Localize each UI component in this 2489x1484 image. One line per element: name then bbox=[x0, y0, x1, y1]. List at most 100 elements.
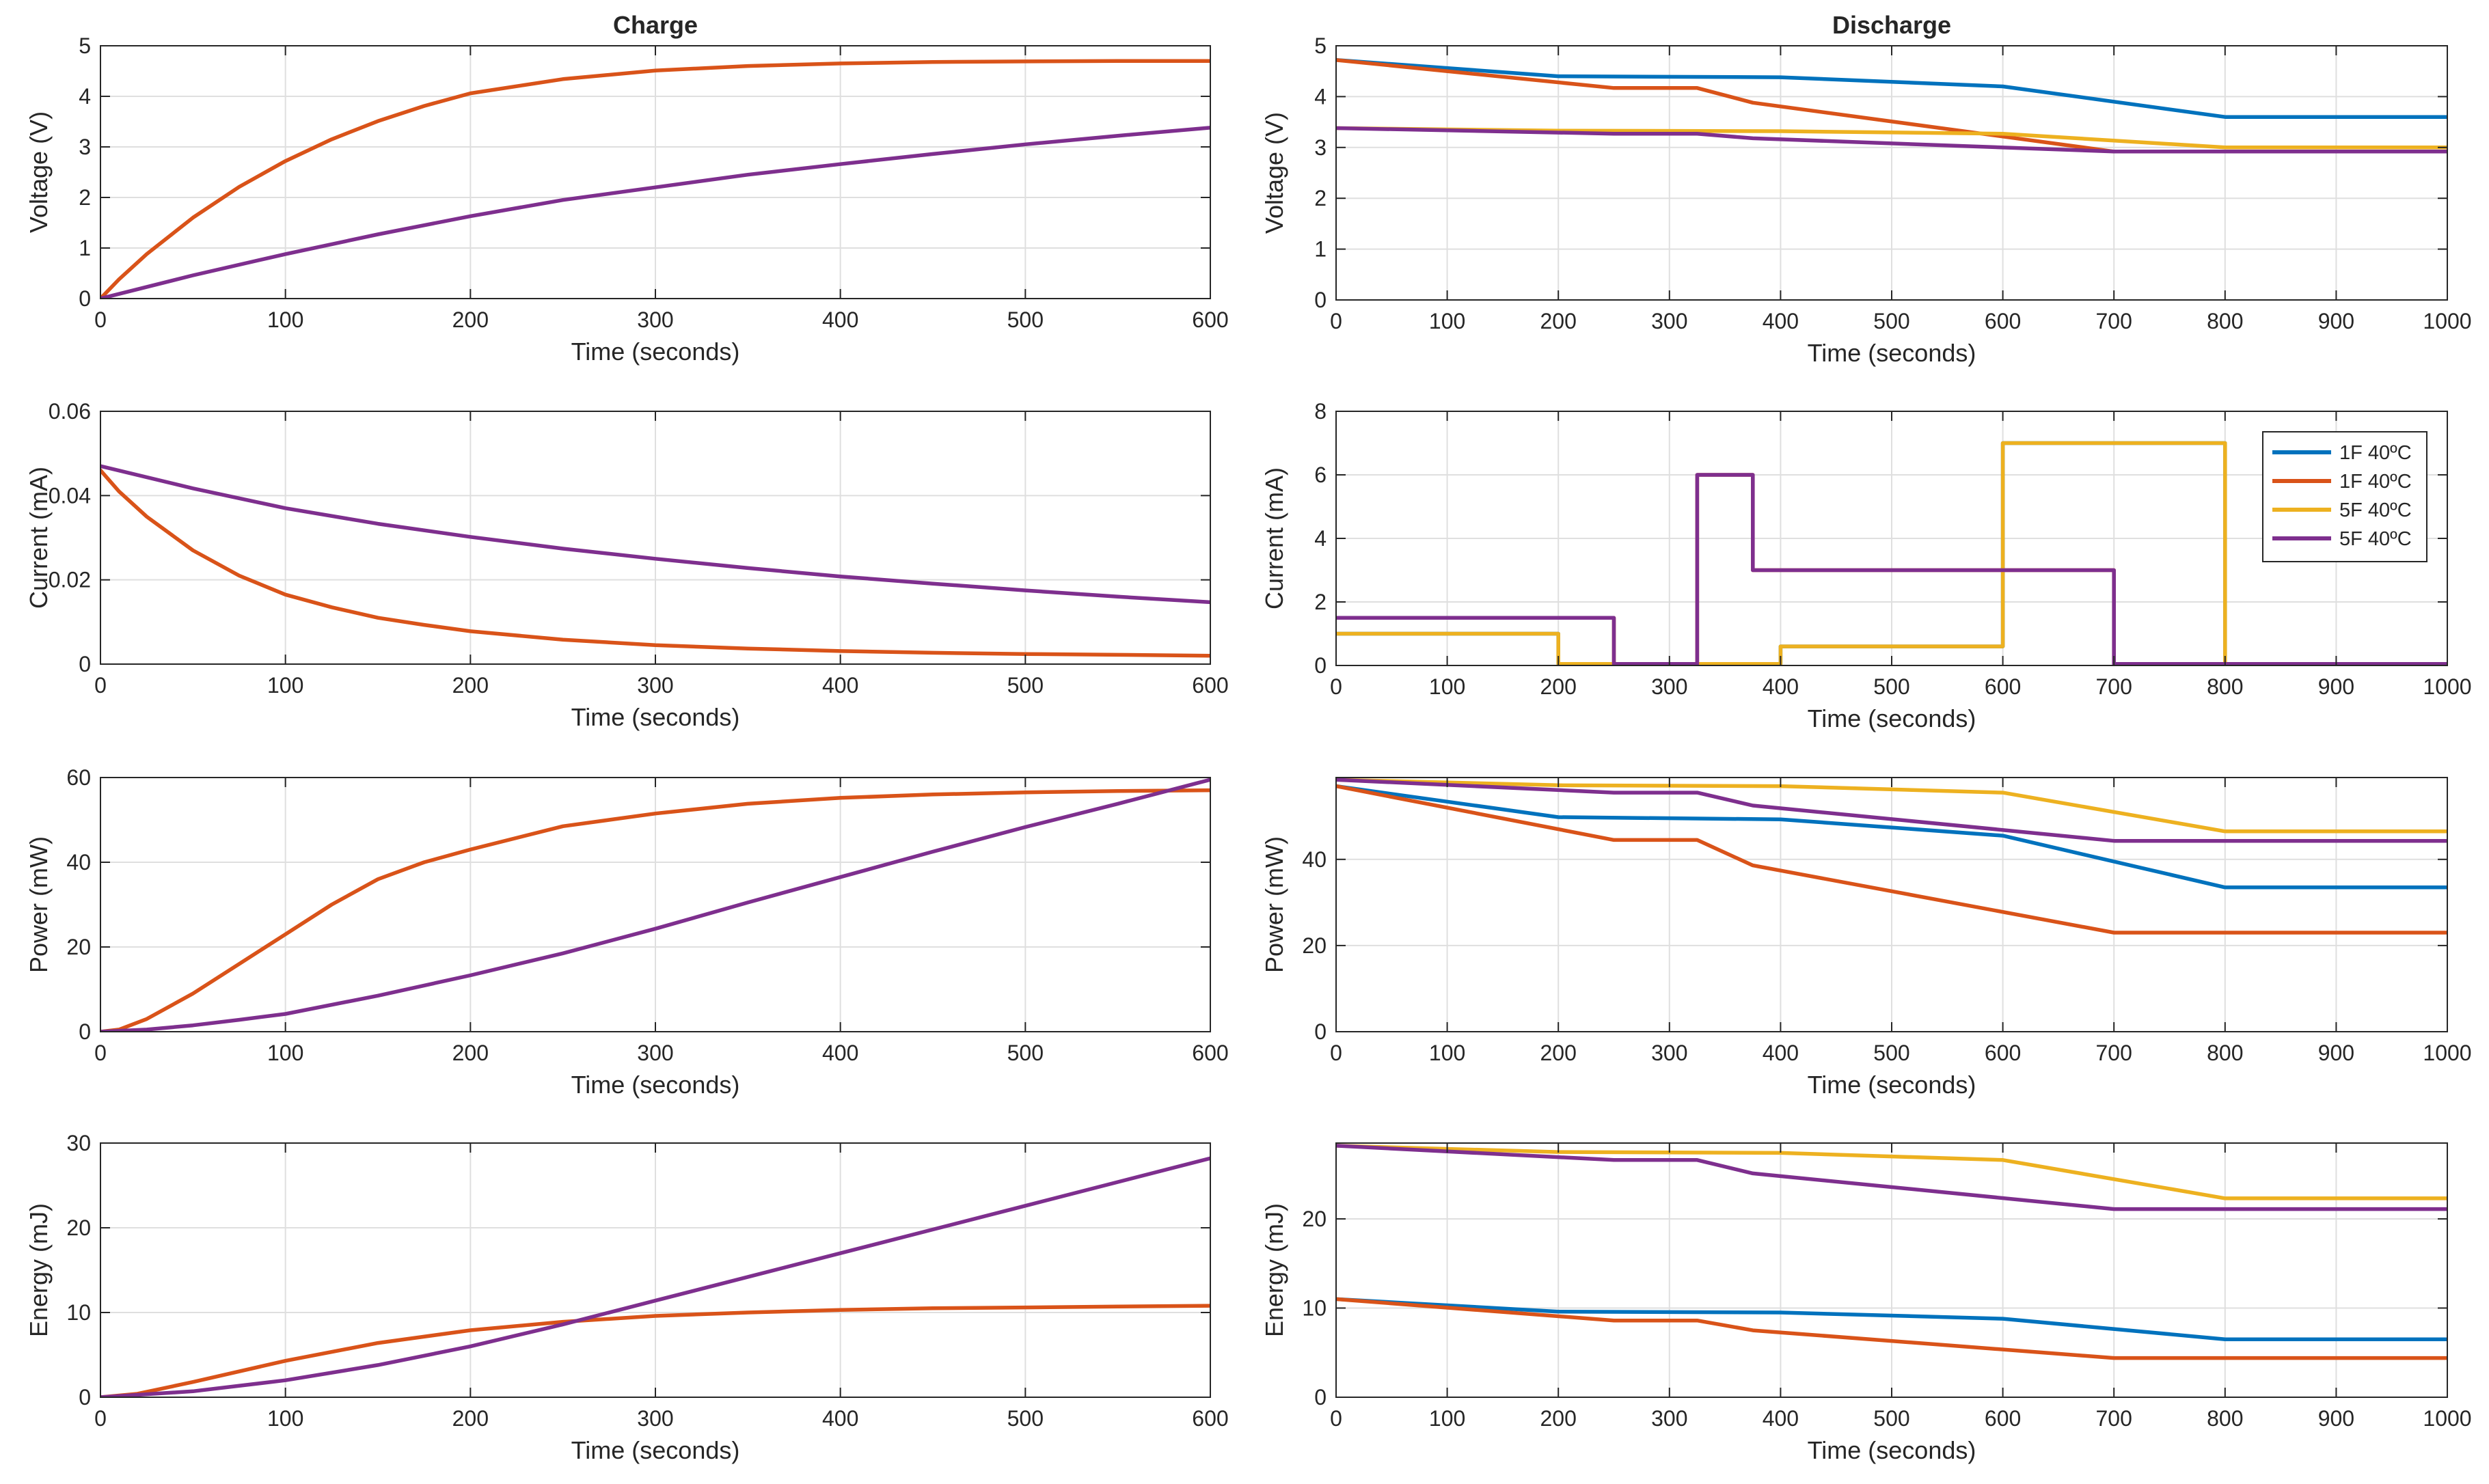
y-tick-label: 4 bbox=[79, 84, 91, 109]
x-tick-label: 400 bbox=[822, 307, 858, 332]
x-tick-label: 100 bbox=[1429, 674, 1465, 699]
x-tick-label: 200 bbox=[452, 673, 489, 698]
y-tick-label: 30 bbox=[66, 1131, 91, 1155]
y-axis-label: Current (mA) bbox=[1260, 467, 1288, 609]
x-tick-label: 0 bbox=[1330, 1406, 1342, 1431]
y-tick-label: 2 bbox=[1314, 186, 1327, 210]
x-tick-label: 1000 bbox=[2423, 1406, 2471, 1431]
x-axis-label: Time (seconds) bbox=[571, 1071, 740, 1099]
x-tick-label: 500 bbox=[1007, 1041, 1044, 1065]
y-axis-label: Energy (mJ) bbox=[25, 1203, 53, 1337]
axes-box bbox=[1335, 411, 2448, 666]
y-axis-label: Power (mW) bbox=[25, 836, 53, 973]
charge-voltage-panel: 0 100 200 300 400 500 600 0 1 2 3 4 5 Time (seconds) V… bbox=[25, 11, 1229, 366]
series-group bbox=[100, 1156, 1210, 1397]
x-tick-label: 100 bbox=[267, 1406, 303, 1431]
x-tick-label: 200 bbox=[452, 307, 489, 332]
series-line-7e2f8e bbox=[1336, 126, 2447, 154]
y-tick-label: 2 bbox=[1314, 590, 1327, 614]
series-line-0072bd bbox=[1336, 784, 2447, 890]
x-tick-label: 300 bbox=[1651, 1041, 1687, 1065]
x-tick-label: 200 bbox=[452, 1041, 489, 1065]
x-tick-label: 100 bbox=[267, 1041, 303, 1065]
x-tick-label: 100 bbox=[1429, 1041, 1465, 1065]
x-tick-label: 200 bbox=[1540, 309, 1577, 333]
series-line-d95319 bbox=[100, 788, 1210, 1032]
x-tick-label: 400 bbox=[1763, 1041, 1799, 1065]
legend-entry: 1F 40ºC bbox=[2339, 442, 2412, 464]
y-tick-label: 0 bbox=[79, 1385, 91, 1410]
x-tick-label: 600 bbox=[1192, 1041, 1228, 1065]
y-axis-label: Energy (mJ) bbox=[1260, 1203, 1288, 1337]
x-tick-label: 400 bbox=[822, 1406, 858, 1431]
y-tick-label: 0.06 bbox=[49, 399, 91, 424]
y-axis-label: Current (mA) bbox=[25, 467, 53, 609]
x-tick-label: 900 bbox=[2318, 1406, 2354, 1431]
x-tick-label: 400 bbox=[822, 1041, 858, 1065]
series-group bbox=[100, 464, 1210, 658]
y-tick-label: 3 bbox=[79, 135, 91, 159]
y-axis-label: Voltage (V) bbox=[25, 111, 53, 233]
series-line-d95319 bbox=[100, 1304, 1210, 1397]
x-axis-label: Time (seconds) bbox=[1808, 339, 1976, 367]
x-tick-label: 700 bbox=[2096, 1406, 2132, 1431]
axes-box bbox=[100, 777, 1211, 1032]
x-tick-label: 200 bbox=[1540, 674, 1577, 699]
series-group bbox=[100, 59, 1210, 299]
y-tick-label: 0.02 bbox=[49, 568, 91, 592]
x-tick-label: 600 bbox=[1192, 1406, 1228, 1431]
x-tick-label: 800 bbox=[2207, 1041, 2243, 1065]
y-tick-label: 0 bbox=[1314, 1385, 1327, 1410]
series-group bbox=[1336, 58, 2447, 154]
panel-title: Charge bbox=[613, 11, 698, 39]
x-tick-label: 500 bbox=[1873, 1041, 1909, 1065]
x-tick-label: 600 bbox=[1192, 673, 1228, 698]
y-tick-label: 10 bbox=[1302, 1295, 1327, 1320]
x-tick-label: 600 bbox=[1192, 307, 1228, 332]
x-tick-label: 500 bbox=[1873, 674, 1909, 699]
series-line-0072bd bbox=[1336, 58, 2447, 119]
x-tick-label: 700 bbox=[2096, 1041, 2132, 1065]
series-group bbox=[100, 778, 1210, 1032]
x-axis-label: Time (seconds) bbox=[571, 338, 740, 366]
x-tick-label: 0 bbox=[1330, 674, 1342, 699]
x-tick-label: 100 bbox=[1429, 309, 1465, 333]
y-tick-label: 4 bbox=[1314, 84, 1327, 109]
x-tick-label: 600 bbox=[1985, 674, 2021, 699]
x-tick-label: 800 bbox=[2207, 1406, 2243, 1431]
x-tick-label: 0 bbox=[1330, 309, 1342, 333]
legend-entry: 1F 40ºC bbox=[2339, 471, 2412, 493]
x-tick-label: 500 bbox=[1007, 673, 1044, 698]
x-axis-label: Time (seconds) bbox=[571, 703, 740, 731]
series-line-7e2f8e bbox=[1336, 1144, 2447, 1211]
series-line-7e2f8e bbox=[100, 126, 1210, 299]
series-line-7e2f8e bbox=[100, 1156, 1210, 1397]
x-axis-label: Time (seconds) bbox=[571, 1436, 740, 1464]
series-line-7e2f8e bbox=[100, 464, 1210, 605]
y-tick-label: 0 bbox=[79, 286, 91, 311]
x-tick-label: 300 bbox=[1651, 674, 1687, 699]
x-tick-label: 700 bbox=[2096, 309, 2132, 333]
x-axis-label: Time (seconds) bbox=[1808, 1436, 1976, 1464]
discharge-energy-panel: 0 100 200 300 400 500 600 700 800 900 1000 0 10 20 Tim… bbox=[1260, 1142, 2472, 1464]
x-tick-label: 100 bbox=[267, 307, 303, 332]
y-tick-label: 1 bbox=[1314, 237, 1327, 262]
axes-box bbox=[1335, 777, 2448, 1032]
y-tick-label: 2 bbox=[79, 185, 91, 210]
x-tick-label: 300 bbox=[637, 673, 673, 698]
x-tick-label: 300 bbox=[1651, 309, 1687, 333]
x-tick-label: 0 bbox=[94, 1041, 107, 1065]
discharge-power-panel: 0 100 200 300 400 500 600 700 800 900 1000 0 20 40 Tim… bbox=[1260, 777, 2472, 1099]
x-tick-label: 400 bbox=[822, 673, 858, 698]
series-line-0072bd bbox=[1336, 1297, 2447, 1341]
x-tick-label: 200 bbox=[1540, 1406, 1577, 1431]
y-tick-label: 5 bbox=[1314, 33, 1327, 58]
series-line-d95319 bbox=[1336, 784, 2447, 935]
x-tick-label: 500 bbox=[1007, 1406, 1044, 1431]
y-tick-label: 6 bbox=[1314, 463, 1327, 487]
x-tick-label: 900 bbox=[2318, 1041, 2354, 1065]
x-tick-label: 300 bbox=[637, 1041, 673, 1065]
series-group bbox=[1336, 441, 2447, 665]
x-axis-label: Time (seconds) bbox=[1808, 1071, 1976, 1099]
x-tick-label: 0 bbox=[1330, 1041, 1342, 1065]
